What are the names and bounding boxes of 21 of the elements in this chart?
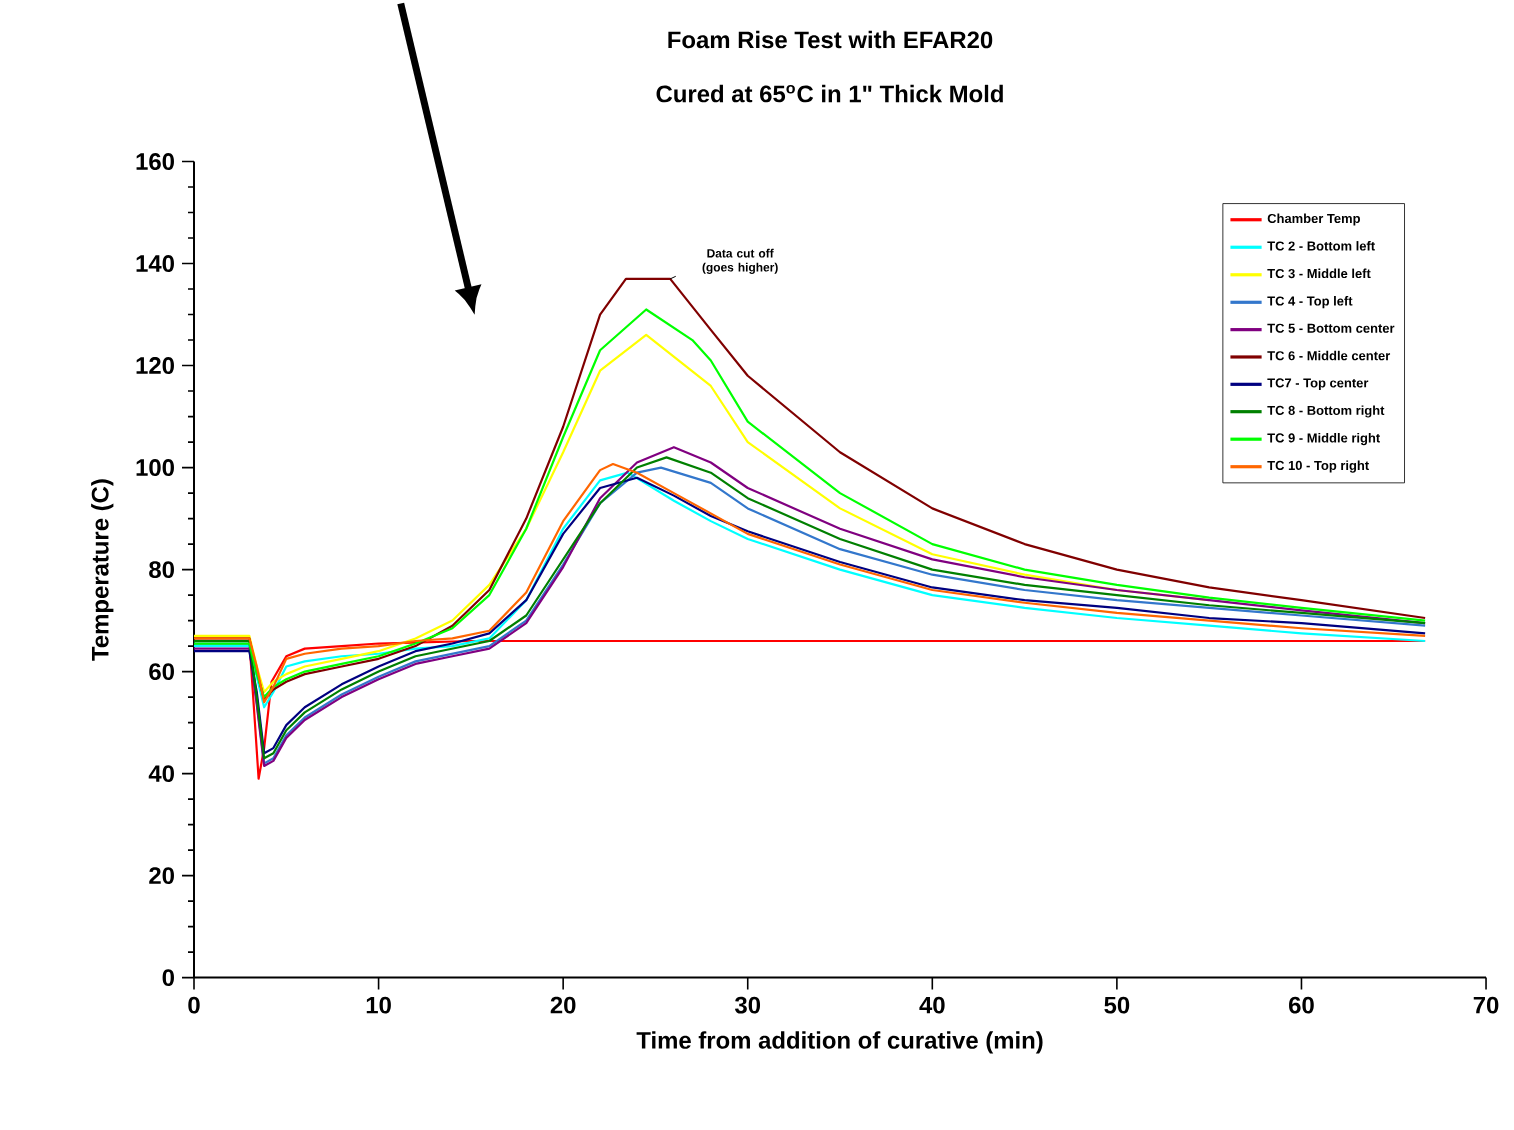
x-tick-label: 0 [188, 996, 200, 1014]
y-tick-label: 20 [149, 867, 174, 885]
x-tick-label: 20 [550, 996, 576, 1014]
y-tick-label: 80 [149, 561, 174, 579]
y-tick-label: 100 [136, 459, 174, 477]
x-tick-label: 30 [735, 996, 761, 1014]
y-axis-title: Temperature (C) [91, 479, 114, 661]
x-axis-title: Time from addition of curative (min) [636, 1031, 1043, 1054]
chart-title: Foam Rise Test with EFAR20 [668, 31, 993, 49]
chart-subtitle: Cured at 65$^{o}$C in 1" Thick Mold [656, 85, 1003, 103]
x-tick-label: 10 [366, 996, 391, 1014]
y-tick-label: 140 [136, 255, 174, 273]
y-tick-label: 60 [149, 663, 174, 681]
x-tick-label: 60 [1289, 996, 1314, 1014]
x-tick-label: 40 [919, 996, 945, 1014]
y-tick-label: 160 [136, 153, 174, 171]
y-tick-label: 40 [148, 765, 174, 783]
y-tick-label: 120 [136, 357, 174, 375]
x-tick-label: 50 [1104, 996, 1130, 1014]
x-tick-label: 70 [1473, 996, 1499, 1014]
y-tick-label: 0 [162, 969, 174, 987]
